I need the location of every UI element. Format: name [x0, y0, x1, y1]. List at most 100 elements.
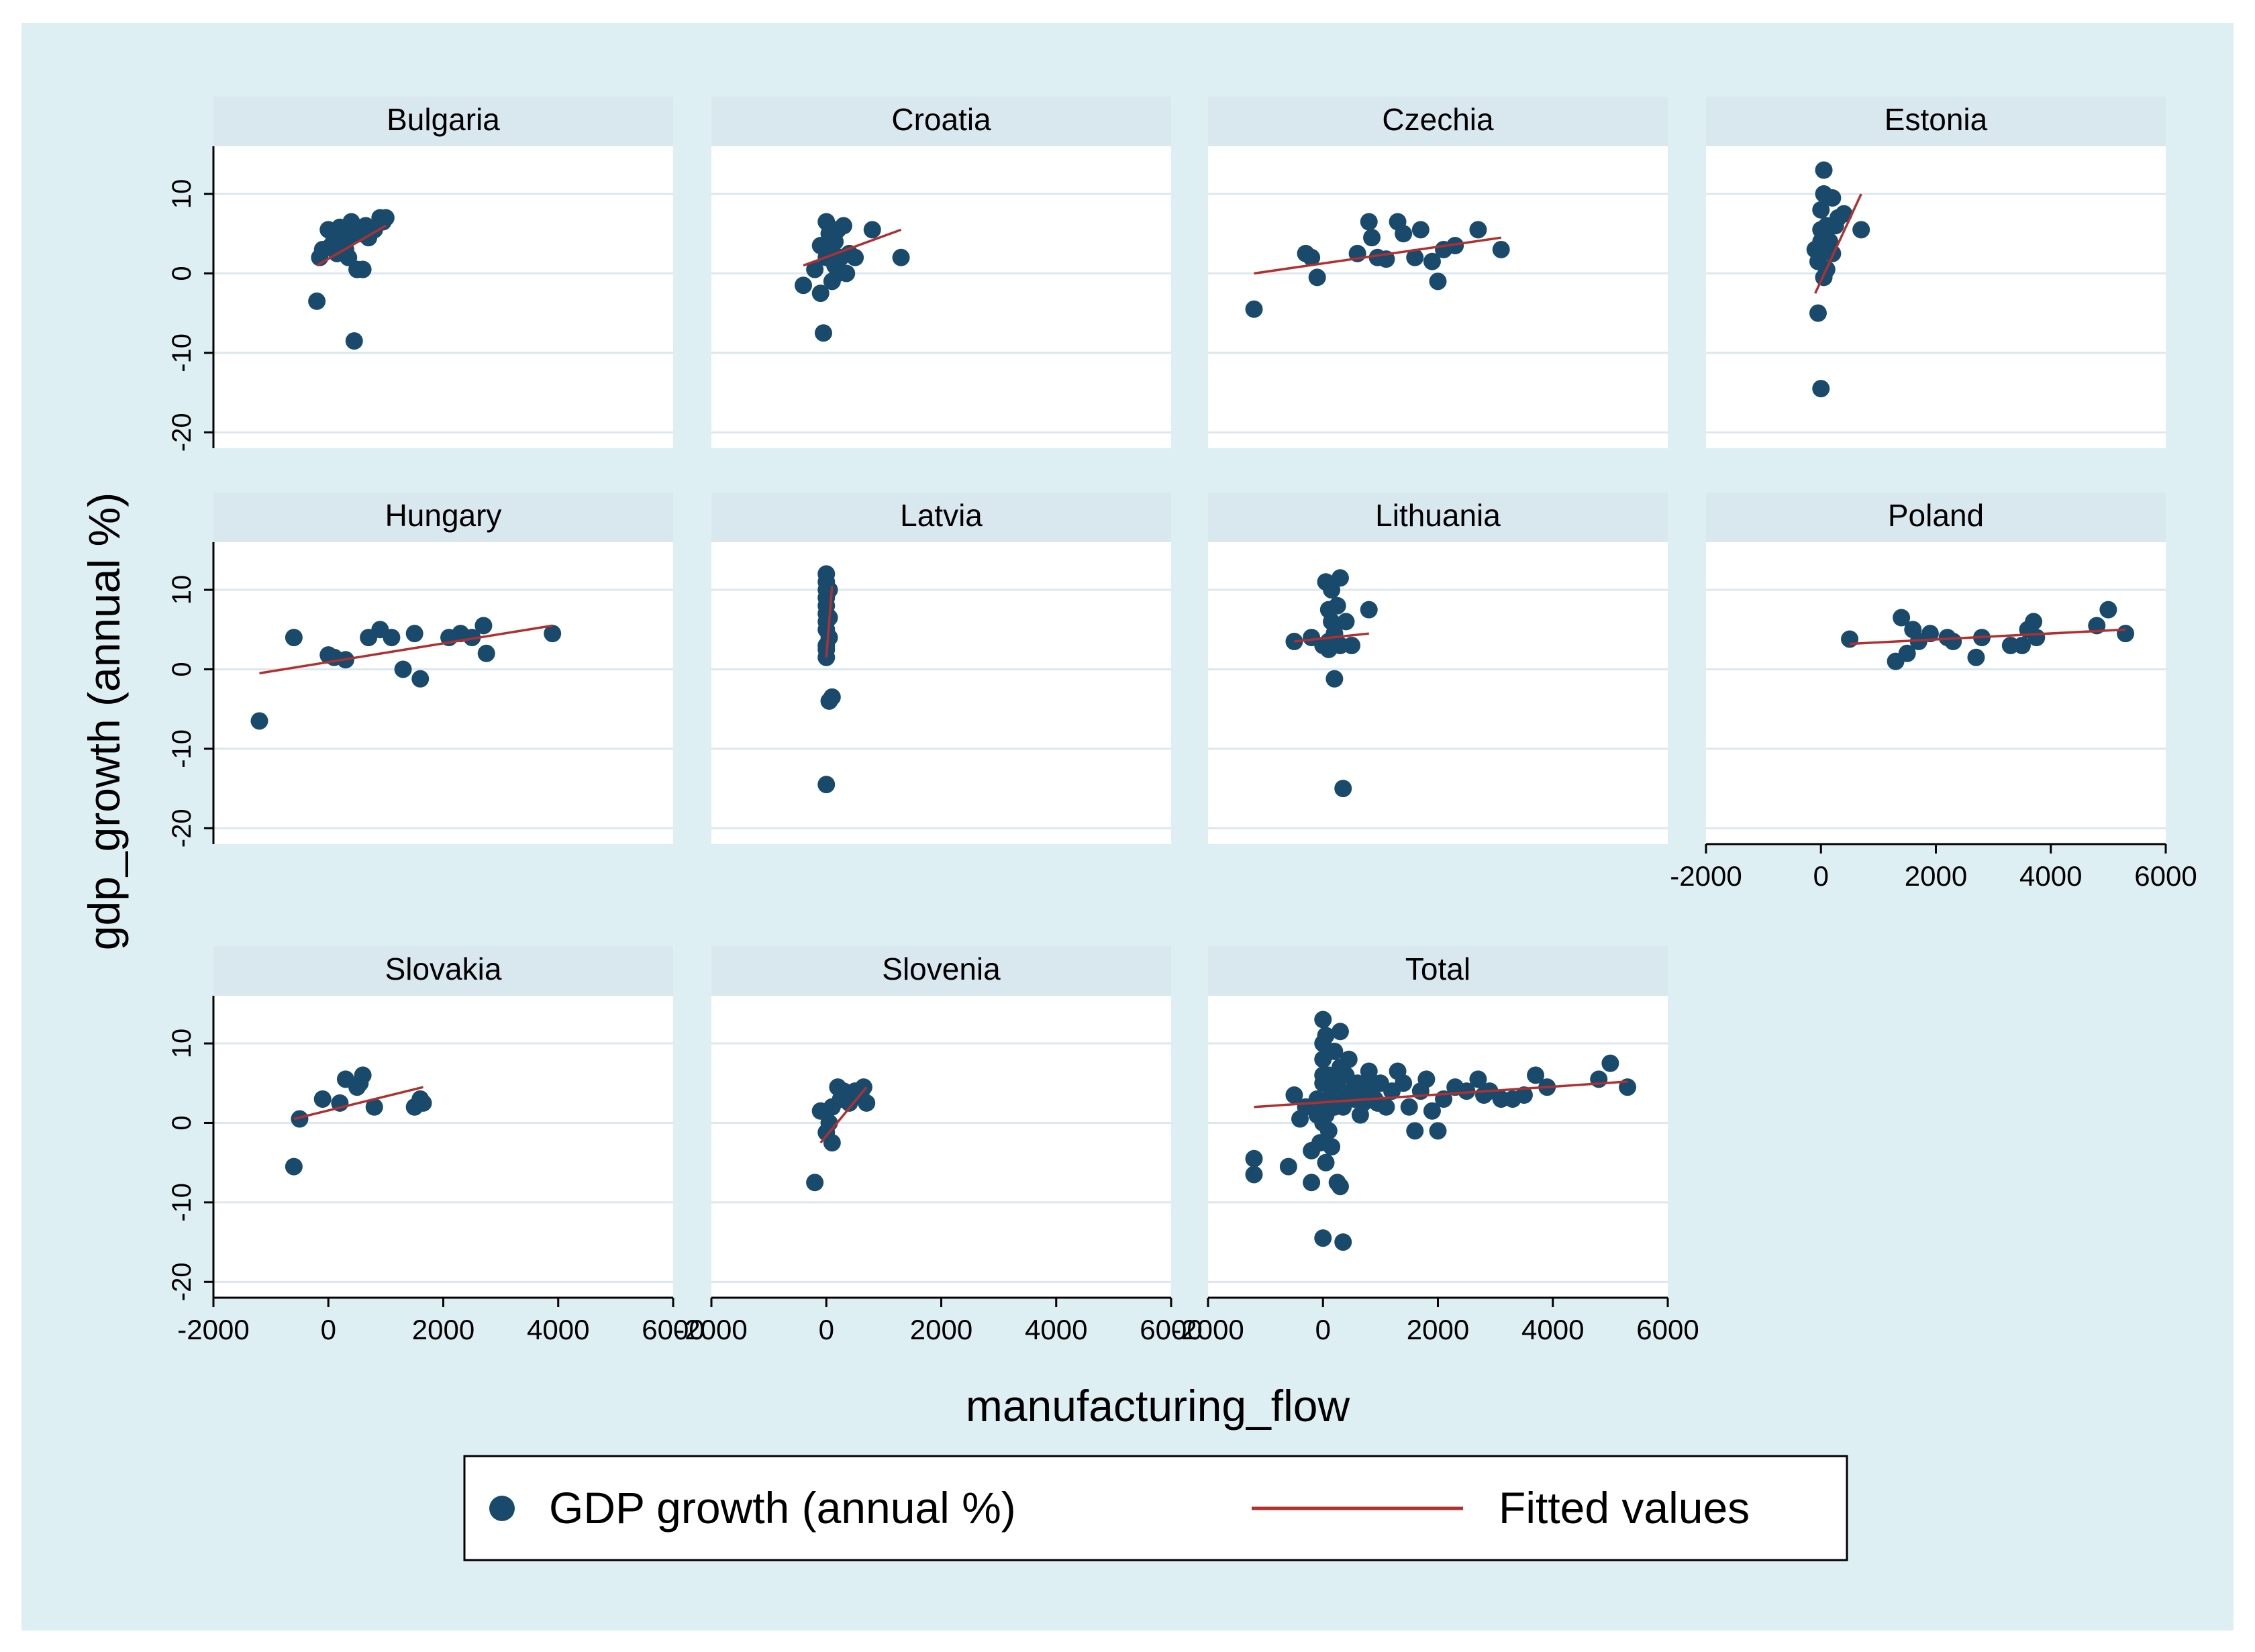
data-point	[354, 1066, 372, 1084]
data-point	[1317, 1027, 1335, 1045]
plot-area	[213, 996, 673, 1298]
panel-title: Poland	[1888, 498, 1984, 533]
panel-slovakia: Slovakia -20 -10 0 10 -2000 0 2000 4000 6000	[167, 946, 705, 1345]
x-tick-label: -2000	[1670, 860, 1742, 892]
data-point	[1328, 597, 1346, 615]
data-point	[1815, 161, 1833, 179]
data-point	[1944, 633, 1962, 651]
data-point	[1835, 205, 1853, 223]
y-tick-label: 0	[167, 266, 197, 280]
panel-strip	[213, 946, 673, 996]
y-tick-label: -10	[167, 333, 197, 372]
x-tick-label: -2000	[177, 1314, 249, 1345]
data-point	[250, 712, 268, 730]
data-point	[1314, 1066, 1332, 1084]
data-point	[1823, 189, 1842, 207]
plot-area	[1208, 146, 1668, 448]
data-point	[1417, 1070, 1436, 1088]
data-point	[411, 670, 430, 688]
y-tick-label: 0	[167, 1115, 197, 1130]
fitted-line	[803, 228, 902, 267]
plot-area	[711, 996, 1171, 1298]
data-point	[1319, 1122, 1338, 1140]
data-point	[1337, 613, 1355, 631]
fitted-line	[293, 1086, 423, 1121]
data-point	[826, 256, 844, 274]
data-point	[1334, 780, 1352, 798]
panel-estonia: Estonia	[1706, 97, 2166, 448]
fitted-line	[316, 224, 387, 267]
data-point	[892, 248, 910, 266]
data-point	[1245, 300, 1263, 318]
x-tick-label: -2000	[1172, 1314, 1244, 1345]
panel-strip	[711, 97, 1171, 146]
fitted-line	[1849, 628, 2126, 646]
data-point	[308, 292, 326, 310]
x-tick-label: 6000	[2134, 860, 2197, 892]
x-axis-title: manufacturing_flow	[966, 1381, 1350, 1431]
panel-strip	[711, 493, 1171, 542]
data-point	[834, 217, 852, 235]
legend-marker-icon	[489, 1496, 515, 1521]
data-point	[1245, 1149, 1263, 1168]
x-tick-label: 0	[1813, 860, 1829, 892]
data-point	[1360, 601, 1378, 619]
x-tick-label: 2000	[1407, 1314, 1469, 1345]
data-point	[1423, 252, 1441, 270]
data-point	[345, 332, 363, 350]
panel-strip	[213, 493, 673, 542]
fitted-line	[819, 1086, 868, 1144]
data-point	[817, 776, 836, 794]
plot-area	[213, 542, 673, 844]
legend: GDP growth (annual %) Fitted values	[463, 1455, 1848, 1561]
data-point	[1967, 648, 1985, 666]
data-point	[854, 1078, 872, 1096]
data-point	[1893, 609, 1911, 627]
plot-area	[711, 146, 1171, 448]
data-point	[1395, 1074, 1413, 1092]
data-point	[1325, 670, 1344, 688]
x-tick-label: 6000	[1140, 1314, 1202, 1345]
data-point	[1469, 1070, 1487, 1088]
data-point	[1812, 201, 1830, 219]
x-tick-label: 4000	[527, 1314, 589, 1345]
data-point	[544, 625, 562, 643]
panel-title: Slovakia	[385, 951, 502, 986]
data-point	[1363, 229, 1381, 247]
data-point	[1317, 1153, 1335, 1172]
plot-area	[1208, 996, 1668, 1298]
plot-area	[213, 146, 673, 448]
panel-strip	[1706, 493, 2166, 542]
data-point	[2027, 629, 2046, 647]
panel-croatia: Croatia	[711, 97, 1171, 448]
data-point	[1303, 1174, 1321, 1192]
legend-box	[463, 1455, 1848, 1561]
data-point	[1279, 1157, 1297, 1176]
data-point	[1331, 569, 1349, 587]
data-point	[1429, 272, 1447, 291]
data-point	[1368, 1094, 1387, 1112]
panel-grid: Bulgaria -20 -10 0 10 Croatia Czechia Estonia Hu…	[167, 97, 2197, 1345]
data-point	[1351, 1106, 1369, 1124]
data-point	[1285, 1086, 1303, 1104]
data-point	[2025, 613, 2043, 631]
data-point	[1303, 248, 1321, 266]
panel-strip	[1706, 97, 2166, 146]
data-point	[1469, 221, 1487, 239]
data-point	[1323, 1138, 1341, 1155]
panel-slovenia: Slovenia -2000 0 2000 4000 6000	[675, 946, 1203, 1345]
data-point	[383, 629, 401, 647]
panel-strip	[1208, 97, 1668, 146]
data-point	[1406, 248, 1424, 266]
data-point	[1395, 225, 1413, 243]
data-point	[823, 688, 841, 706]
data-point	[1515, 1086, 1533, 1104]
panel-total: Total -2000 0 2000 4000 6000	[1172, 946, 1699, 1345]
data-point	[814, 324, 832, 342]
data-point	[1331, 1178, 1349, 1196]
data-point	[2117, 625, 2135, 643]
data-point	[1527, 1066, 1545, 1084]
data-point	[1411, 221, 1430, 239]
data-point	[1492, 240, 1510, 258]
